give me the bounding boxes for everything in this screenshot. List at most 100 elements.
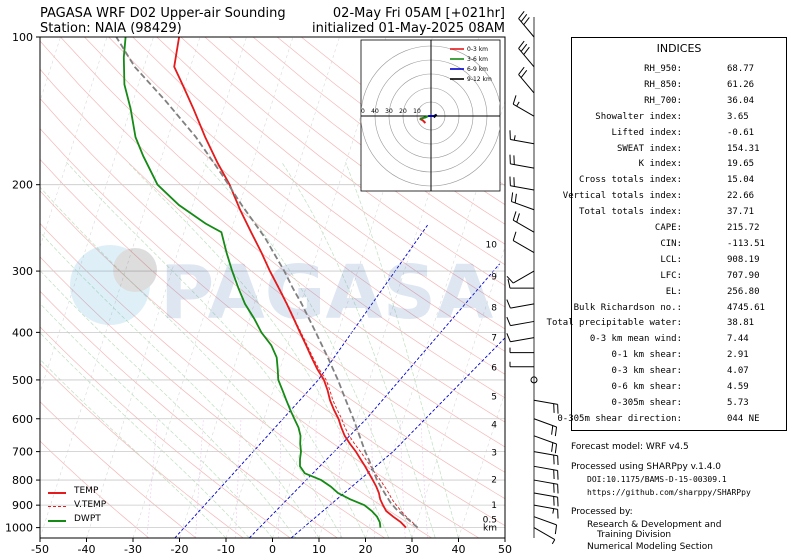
x-tick-label: -40: [78, 543, 96, 556]
index-label: Cross totals index:: [579, 175, 682, 186]
index-value: 3.65: [727, 111, 749, 122]
height-label: 6: [491, 364, 497, 374]
index-value: -113.51: [727, 238, 765, 249]
x-tick-label: 30: [405, 543, 419, 556]
wind-barb-flag: [554, 426, 558, 437]
wind-barb-flag: [520, 69, 528, 78]
wind-barb-staff: [510, 320, 535, 327]
index-value: 4.07: [727, 366, 749, 377]
index-value: 215.72: [727, 223, 760, 233]
series-dwpt: [122, 37, 382, 528]
index-label: Vertical totals index:: [562, 191, 682, 202]
watermark-text: PAGASA: [160, 250, 493, 336]
moist-adiabat: [40, 186, 343, 538]
index-value: 37.71: [727, 207, 755, 218]
height-label: 0.5: [483, 515, 497, 525]
wind-barb: [506, 333, 535, 343]
index-label: 0-3 km shear:: [611, 366, 682, 377]
wind-barb-flag: [520, 14, 528, 22]
height-label: 7: [491, 334, 497, 344]
y-tick-label: 900: [12, 499, 33, 512]
wind-barb-flag: [518, 66, 525, 75]
index-row: Total totals index: 37.71: [572, 207, 786, 222]
moist-adiabat: [40, 231, 320, 538]
wind-barb: [533, 399, 559, 414]
index-row: EL: 256.80: [572, 287, 786, 302]
wind-barb-flag: [510, 192, 514, 202]
index-row: Bulk Richardson no.: 4745.61: [572, 303, 786, 318]
isotherm: [40, 37, 201, 538]
index-value: 7.44: [727, 334, 749, 345]
x-tick-label: -30: [124, 543, 142, 556]
mixing-ratio-line: [420, 418, 428, 538]
index-row: CAPE: 215.72: [572, 223, 786, 238]
indices-panel: INDICES RH_950: 68.77 RH_850: 61.26 RH_700: 3…: [547, 37, 787, 431]
wind-barb: [510, 192, 535, 211]
footer-doi: DOI:10.1175/BAMS-D-15-00309.1: [587, 475, 727, 484]
wind-barb: [506, 316, 535, 327]
dry-adiabat: [40, 40, 505, 423]
wind-barb: [509, 347, 534, 354]
y-tick-label: 1000: [5, 522, 33, 535]
wind-barb: [530, 376, 538, 384]
wind-barb-flag: [512, 231, 517, 241]
index-value: 22.66: [727, 191, 755, 202]
x-tick-label: -20: [171, 543, 189, 556]
dry-adiabat: [40, 256, 385, 538]
footer-github: https://github.com/sharppy/SHARPpy: [587, 488, 751, 497]
wind-barb: [533, 435, 558, 454]
wind-barb-flag: [523, 17, 530, 26]
index-value: -0.61: [727, 127, 755, 138]
index-value: 38.81: [727, 318, 755, 329]
dry-adiabat: [40, 128, 505, 500]
wind-barb: [512, 211, 535, 233]
wind-barb: [509, 361, 534, 368]
mixing-ratio-line-blue: [174, 223, 430, 538]
index-row: RH_950: 68.77: [572, 64, 786, 79]
wind-barb: [507, 279, 534, 289]
y-tick-label: 500: [12, 374, 33, 387]
wind-barb: [518, 10, 535, 38]
dry-adiabat: [40, 222, 432, 538]
height-label: 9: [491, 273, 497, 283]
wind-barb-flag: [551, 425, 554, 435]
index-row: K index: 19.65: [572, 159, 786, 174]
index-value: 154.31: [727, 143, 760, 154]
isotherm: [40, 37, 108, 248]
series-parcel: [115, 37, 419, 529]
moist-adiabat: [40, 302, 273, 538]
footer-division-line3: Numerical Modeling Section: [587, 542, 714, 552]
dry-adiabat: [40, 401, 197, 538]
dry-adiabat: [132, 37, 505, 330]
height-label: 10: [486, 241, 498, 251]
watermark-logo: [113, 248, 157, 292]
height-label: 4: [491, 421, 497, 431]
index-label: SWEAT index:: [616, 143, 682, 154]
y-tick-label: 100: [12, 31, 33, 44]
hodograph: 10 20 30 40 50: [361, 40, 500, 191]
footer-processed-by: Processed by:: [571, 507, 633, 517]
index-row: 0-6 km shear: 4.59: [572, 382, 786, 397]
index-value: 61.26: [727, 79, 755, 90]
x-tick-label: 40: [452, 543, 466, 556]
isotherm: [0, 37, 14, 538]
hodograph-ring-label: 20: [399, 108, 407, 115]
title-product: PAGASA WRF D02 Upper-air Sounding: [40, 6, 286, 21]
wind-barb-flag: [506, 333, 511, 342]
index-row: Total precipitable water: 38.81: [547, 318, 786, 333]
hodograph-trace: [433, 113, 438, 119]
mixing-ratio-line: [278, 418, 282, 538]
moist-adiabat: [40, 358, 227, 538]
y-tick-label: 200: [12, 179, 33, 192]
title-station: Station: NAIA (98429): [40, 21, 182, 36]
index-value: 5.73: [727, 397, 749, 408]
wind-barb-calm: [530, 376, 538, 384]
wind-barb-staff: [510, 303, 535, 309]
wind-barb-staff: [533, 527, 556, 541]
wind-barb-flag: [516, 213, 520, 223]
wind-barb-half-flag: [552, 508, 555, 514]
wind-barb: [512, 231, 535, 253]
moist-adiabat: [40, 332, 250, 538]
index-row: 0-305m shear: 5.73: [572, 398, 786, 413]
index-label: 0-3 km mean wind:: [589, 334, 682, 345]
